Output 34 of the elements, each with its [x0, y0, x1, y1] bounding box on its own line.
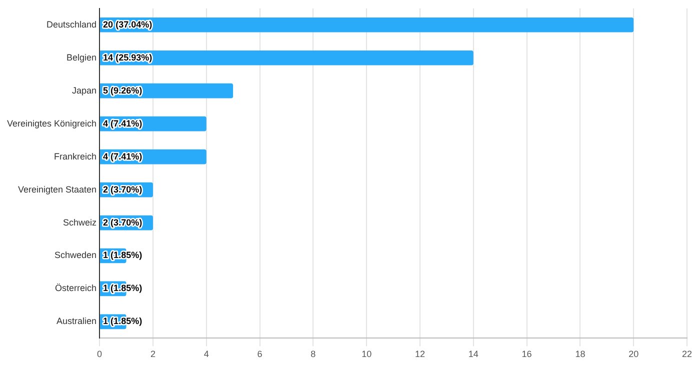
data-label: 2 (3.70%): [103, 217, 142, 228]
y-tick-label: Japan: [72, 85, 97, 96]
x-tick-label: 12: [414, 349, 425, 360]
y-tick-label: Australien: [56, 316, 97, 326]
y-tick-label: Vereinigtes Königreich: [6, 118, 97, 128]
x-tick-label: 6: [257, 349, 262, 360]
data-label: 1 (1.85%): [103, 250, 142, 260]
y-tick-label: Vereinigten Staaten: [18, 184, 97, 194]
y-tick-label: Belgien: [66, 52, 97, 62]
y-tick-label: Deutschland: [46, 19, 97, 30]
data-label: 5 (9.26%): [103, 85, 142, 96]
data-label: 1 (1.85%): [103, 316, 142, 326]
data-label: 4 (7.41%): [103, 151, 142, 162]
bar: [100, 17, 634, 32]
y-tick-label: Schweiz: [63, 217, 98, 228]
data-label: 20 (37.04%): [103, 19, 152, 30]
x-tick-label: 22: [682, 349, 692, 360]
x-tick-label: 10: [362, 349, 372, 360]
x-tick-label: 2: [150, 349, 156, 360]
data-label: 14 (25.93%): [103, 52, 152, 62]
data-label: 2 (3.70%): [103, 184, 142, 194]
x-tick-label: 8: [310, 349, 316, 360]
y-tick-label: Österreich: [55, 283, 97, 294]
x-tick-label: 0: [97, 349, 102, 360]
data-label: 1 (1.85%): [103, 283, 142, 294]
x-tick-label: 16: [522, 349, 532, 360]
x-tick-label: 4: [204, 349, 209, 360]
x-tick-label: 20: [628, 349, 639, 360]
x-tick-label: 18: [575, 349, 586, 360]
data-label: 4 (7.41%): [103, 118, 142, 128]
y-tick-label: Frankreich: [54, 151, 97, 162]
x-tick-label: 14: [468, 349, 478, 360]
bar: [100, 50, 474, 66]
y-tick-label: Schweden: [54, 250, 97, 260]
